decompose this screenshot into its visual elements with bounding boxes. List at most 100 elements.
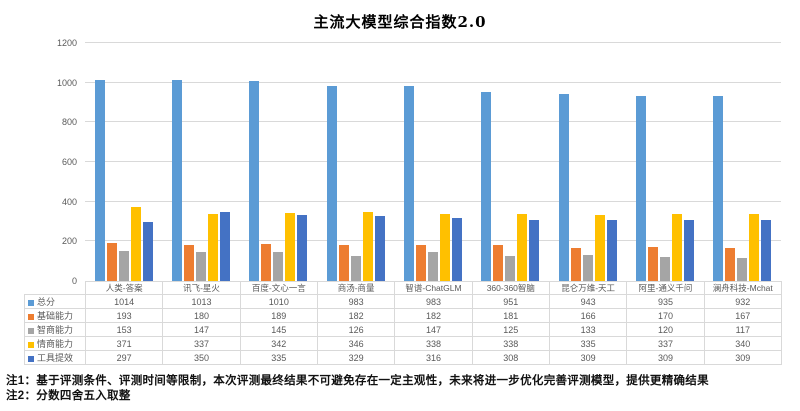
table-cell: 335 <box>239 350 318 365</box>
table-cell: 125 <box>471 322 550 337</box>
series-name: 总分 <box>37 297 56 307</box>
bar <box>713 96 724 281</box>
table-cell: 983 <box>316 294 396 309</box>
table-cell: 932 <box>703 294 782 309</box>
table-cell: 935 <box>626 294 705 309</box>
category-label: 澜舟科技-Mchat <box>703 281 782 295</box>
table-cell: 309 <box>626 350 705 365</box>
footnote-2: 注2：分数四舍五入取整 <box>6 390 131 402</box>
series-row-header: 工具提效 <box>24 350 86 365</box>
table-cell: 170 <box>626 308 705 323</box>
bar <box>297 214 308 281</box>
table-cell: 335 <box>548 336 628 351</box>
bar <box>261 243 272 281</box>
bar-cluster <box>626 95 703 281</box>
table-row: 基础能力 193 180 189 182 182 181 166 170 167 <box>24 308 782 323</box>
table-cell: 166 <box>548 308 628 323</box>
table-cell: 189 <box>239 308 318 323</box>
series-row-header: 总分 <box>24 294 86 309</box>
category-label: 百度-文心一言 <box>239 281 318 295</box>
category-label: 讯飞-星火 <box>162 281 241 295</box>
gridline <box>85 42 781 43</box>
bar <box>647 247 658 281</box>
bar <box>118 250 129 281</box>
bar <box>219 211 230 281</box>
bar <box>635 95 646 281</box>
table-cell: 350 <box>162 350 241 365</box>
bar-cluster <box>472 92 549 281</box>
table-cell: 338 <box>471 336 550 351</box>
bar <box>183 245 194 281</box>
bar <box>594 214 605 281</box>
series-name: 工具提效 <box>37 353 74 363</box>
table-cell: 342 <box>239 336 318 351</box>
y-tick-label: 0 <box>71 276 77 286</box>
table-cell: 337 <box>162 336 241 351</box>
bar <box>451 218 462 281</box>
table-cell: 338 <box>394 336 473 351</box>
category-label: 360-360智脑 <box>471 281 550 295</box>
bar <box>582 254 593 281</box>
bar-cluster <box>394 86 471 281</box>
table-cell: 1014 <box>84 294 164 309</box>
table-cell: 309 <box>548 350 628 365</box>
table-row: 工具提效 297 350 335 329 316 308 309 309 309 <box>24 350 782 365</box>
table-cell: 181 <box>471 308 550 323</box>
bar <box>106 242 117 281</box>
table-cell: 346 <box>316 336 396 351</box>
bar <box>725 247 736 281</box>
bar-cluster <box>549 93 626 281</box>
y-tick-label: 600 <box>61 157 77 167</box>
bar-cluster <box>317 86 394 281</box>
table-cell: 308 <box>471 350 550 365</box>
table-cell: 337 <box>626 336 705 351</box>
bar <box>493 245 504 281</box>
legend-marker-icon <box>28 341 34 348</box>
bar <box>374 215 385 281</box>
category-label: 昆仑万维-天工 <box>548 281 628 295</box>
bar-cluster <box>240 80 317 281</box>
table-cell: 167 <box>703 308 782 323</box>
table-cell: 147 <box>394 322 473 337</box>
bar <box>659 257 670 281</box>
series-name: 基础能力 <box>37 311 74 321</box>
series-row-header: 情商能力 <box>24 336 86 351</box>
table-cell: 193 <box>84 308 164 323</box>
table-corner-cell <box>24 281 86 295</box>
bar <box>558 93 569 281</box>
bar <box>273 252 284 281</box>
data-table: 人类-答案 讯飞-星火 百度-文心一言 商汤-商量 智谱-ChatGLM 360-360智… <box>24 281 782 365</box>
bar-cluster <box>85 79 162 281</box>
table-cell: 309 <box>703 350 782 365</box>
table-cell: 1013 <box>162 294 241 309</box>
legend-marker-icon <box>28 355 34 362</box>
bar <box>427 251 438 281</box>
series-row-header: 智商能力 <box>24 322 86 337</box>
table-row: 智商能力 153 147 145 126 147 125 133 120 117 <box>24 322 782 337</box>
table-cell: 117 <box>703 322 782 337</box>
bar <box>683 219 694 281</box>
bar <box>350 256 361 281</box>
gridline <box>85 161 781 162</box>
bar <box>171 80 182 281</box>
bar <box>249 80 260 281</box>
bar <box>415 244 426 281</box>
footnotes: 注1：基于评测条件、评测时间等限制，本次评测最终结果不可避免存在一定主观性，未来… <box>6 374 709 404</box>
bar <box>671 214 682 281</box>
bar <box>338 244 349 281</box>
category-label: 人类-答案 <box>84 281 164 295</box>
table-cell: 951 <box>471 294 550 309</box>
legend-marker-icon <box>28 299 34 306</box>
table-cell: 126 <box>316 322 396 337</box>
y-tick-label: 1000 <box>56 77 77 88</box>
category-label: 智谱-ChatGLM <box>394 281 473 295</box>
table-cell: 371 <box>84 336 164 351</box>
table-row: 总分 1014 1013 1010 983 983 951 943 935 932 <box>24 294 782 309</box>
chart-title: 主流大模型综合指数2.0 <box>313 13 487 31</box>
category-label: 商汤-商量 <box>316 281 396 295</box>
bar <box>285 213 296 281</box>
bar <box>439 213 450 281</box>
gridline <box>85 240 781 242</box>
series-row-header: 基础能力 <box>24 308 86 323</box>
